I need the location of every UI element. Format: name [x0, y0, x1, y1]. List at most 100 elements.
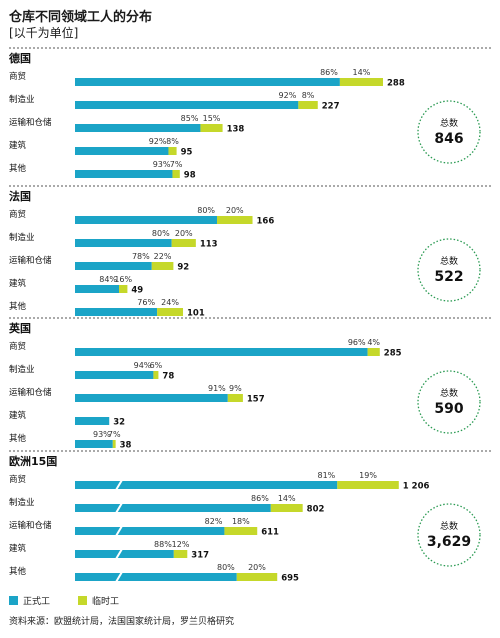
- total-value-label: 288: [387, 79, 405, 89]
- percent-label-permanent: 92%: [279, 91, 297, 100]
- bar-permanent: [75, 170, 173, 178]
- legend-item-temporary: 临时工: [78, 594, 119, 607]
- percent-label-permanent: 86%: [320, 68, 338, 77]
- total-value-label: 138: [227, 125, 245, 135]
- category-label: 其他: [9, 566, 27, 577]
- total-circle: [417, 100, 481, 164]
- total-value-label: 113: [200, 240, 218, 250]
- bar-temporary: [236, 573, 278, 581]
- percent-label-permanent: 86%: [251, 494, 269, 503]
- bar-permanent: [75, 285, 120, 293]
- percent-label-permanent: 85%: [181, 114, 199, 123]
- bar-temporary: [157, 308, 184, 316]
- category-label: 建筑: [9, 543, 27, 554]
- axis-break-mark: [115, 571, 123, 583]
- bar-permanent: [75, 504, 271, 512]
- percent-label-temporary: 9%: [229, 384, 242, 393]
- bar-temporary: [200, 124, 223, 132]
- total-value-label: 157: [247, 395, 265, 405]
- chart-title: 仓库不同领域工人的分布: [9, 10, 153, 25]
- percent-label-temporary: 19%: [359, 471, 377, 480]
- axis-break-mark: [115, 525, 123, 537]
- legend-label-permanent: 正式工: [23, 597, 51, 607]
- legend: 正式工 临时工: [9, 594, 119, 607]
- total-value-label: 32: [113, 418, 125, 428]
- category-label: 制造业: [9, 94, 35, 105]
- percent-label-temporary: 12%: [172, 540, 190, 549]
- legend-swatch-temporary: [78, 596, 88, 605]
- chart-subtitle: [以千为单位]: [9, 26, 79, 40]
- total-caption: 总数: [440, 255, 458, 267]
- panel-title: 欧洲15国: [9, 454, 57, 468]
- legend-swatch-permanent: [9, 596, 18, 605]
- category-label: 运输和仓储: [9, 520, 52, 531]
- percent-label-temporary: 14%: [353, 68, 371, 77]
- total-circle: [417, 370, 481, 434]
- bar-permanent: [75, 262, 152, 270]
- category-label: 其他: [9, 433, 27, 444]
- total-value: 3,629: [427, 534, 471, 550]
- category-label: 运输和仓储: [9, 117, 52, 128]
- bar-permanent: [75, 481, 338, 489]
- bar-temporary: [171, 239, 196, 247]
- total-circle: [417, 503, 481, 567]
- category-label: 商贸: [9, 341, 26, 352]
- legend-item-permanent: 正式工: [9, 594, 50, 607]
- axis-break-mark: [115, 479, 123, 491]
- category-label: 运输和仓储: [9, 387, 52, 398]
- bar-permanent: [75, 147, 169, 155]
- bar-permanent: [75, 417, 110, 425]
- percent-label-permanent: 92%: [149, 137, 167, 146]
- bar-permanent: [75, 527, 225, 535]
- axis-break-mark: [115, 548, 123, 560]
- percent-label-permanent: 80%: [152, 229, 170, 238]
- total-value-label: 227: [322, 102, 340, 112]
- bar-temporary: [298, 101, 318, 109]
- total-value-label: 78: [162, 372, 174, 382]
- percent-label-temporary: 6%: [150, 361, 163, 370]
- percent-label-permanent: 84%: [99, 275, 117, 284]
- total-value: 590: [434, 401, 463, 417]
- percent-label-permanent: 76%: [137, 298, 155, 307]
- bar-temporary: [119, 285, 128, 293]
- bar-temporary: [153, 371, 159, 379]
- bar-temporary: [224, 527, 258, 535]
- percent-label-temporary: 15%: [203, 114, 221, 123]
- percent-label-temporary: 20%: [248, 563, 266, 572]
- percent-label-permanent: 93%: [153, 160, 171, 169]
- total-value-label: 1 206: [403, 482, 430, 492]
- percent-label-permanent: 81%: [317, 471, 335, 480]
- bar-temporary: [270, 504, 303, 512]
- category-label: 其他: [9, 163, 27, 174]
- percent-label-permanent: 88%: [154, 540, 172, 549]
- total-value: 522: [434, 269, 463, 285]
- legend-label-temporary: 临时工: [92, 597, 120, 607]
- bar-temporary: [168, 147, 177, 155]
- bar-temporary: [173, 550, 188, 558]
- category-label: 商贸: [9, 71, 26, 82]
- category-label: 制造业: [9, 497, 35, 508]
- total-caption: 总数: [440, 387, 458, 399]
- axis-break-mark: [115, 502, 123, 514]
- total-circle: [417, 238, 481, 302]
- percent-label-permanent: 91%: [208, 384, 226, 393]
- total-value-label: 92: [177, 263, 189, 273]
- bar-temporary: [172, 170, 180, 178]
- bar-permanent: [75, 239, 172, 247]
- source-note: 资料来源：欧盟统计局，法国国家统计局，罗兰贝格研究: [9, 617, 235, 627]
- percent-label-temporary: 22%: [154, 252, 172, 261]
- total-value-label: 101: [187, 309, 205, 319]
- bar-temporary: [337, 481, 399, 489]
- category-label: 其他: [9, 301, 27, 312]
- percent-label-permanent: 80%: [197, 206, 215, 215]
- bar-permanent: [75, 440, 113, 448]
- bar-temporary: [217, 216, 253, 224]
- total-value-label: 49: [131, 286, 143, 296]
- total-value-label: 166: [257, 217, 275, 227]
- percent-label-permanent: 93%: [93, 430, 111, 439]
- bar-permanent: [75, 216, 218, 224]
- bar-temporary: [151, 262, 174, 270]
- percent-label-temporary: 20%: [226, 206, 244, 215]
- percent-label-permanent: 94%: [134, 361, 152, 370]
